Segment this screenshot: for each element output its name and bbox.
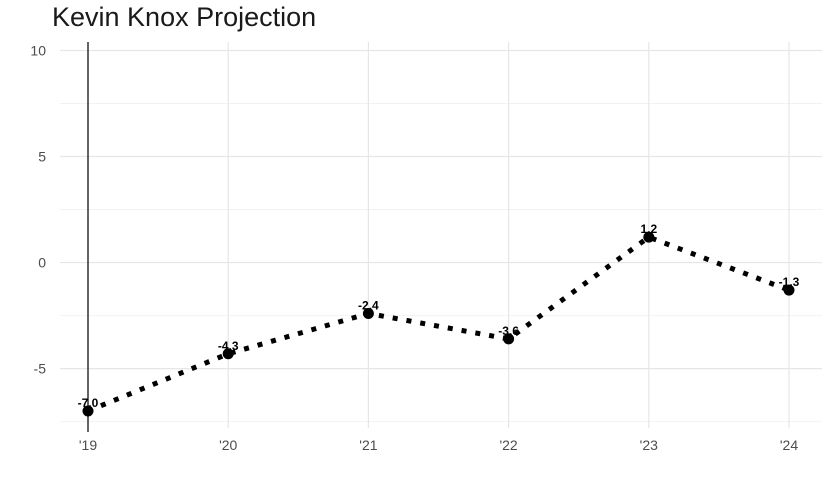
x-tick-label: '23 <box>640 437 658 453</box>
major-gridlines <box>60 42 822 428</box>
data-point <box>222 348 234 360</box>
x-tick-label: '19 <box>79 437 97 453</box>
data-point <box>783 284 795 296</box>
data-label: -1.3 <box>779 275 800 289</box>
data-label: -7.0 <box>78 396 99 410</box>
y-tick-label: 0 <box>38 255 46 271</box>
projection-series <box>82 231 795 417</box>
data-label: -4.3 <box>218 339 239 353</box>
data-point <box>362 307 374 319</box>
x-tick-label: '21 <box>359 437 377 453</box>
data-label: 1.2 <box>640 222 657 236</box>
data-point <box>643 231 655 243</box>
data-label: -3.6 <box>498 324 519 338</box>
data-labels: -7.0 -4.3 -2.4 -3.6 1.2 -1.3 <box>78 222 800 410</box>
y-tick-label: -5 <box>34 361 47 377</box>
x-tick-label: '22 <box>499 437 517 453</box>
x-axis-tick-labels: '19 '20 '21 '22 '23 '24 <box>79 437 798 453</box>
y-tick-label: 10 <box>30 42 46 58</box>
minor-gridlines <box>60 103 822 423</box>
x-tick-label: '20 <box>219 437 237 453</box>
data-label: -2.4 <box>358 298 379 312</box>
x-tick-label: '24 <box>780 437 798 453</box>
y-axis-tick-labels: -5 0 5 10 <box>30 42 46 376</box>
y-tick-label: 5 <box>38 149 46 165</box>
chart-title: Kevin Knox Projection <box>52 2 317 32</box>
data-point <box>82 405 94 417</box>
data-point <box>503 333 515 345</box>
series-line <box>87 234 790 414</box>
